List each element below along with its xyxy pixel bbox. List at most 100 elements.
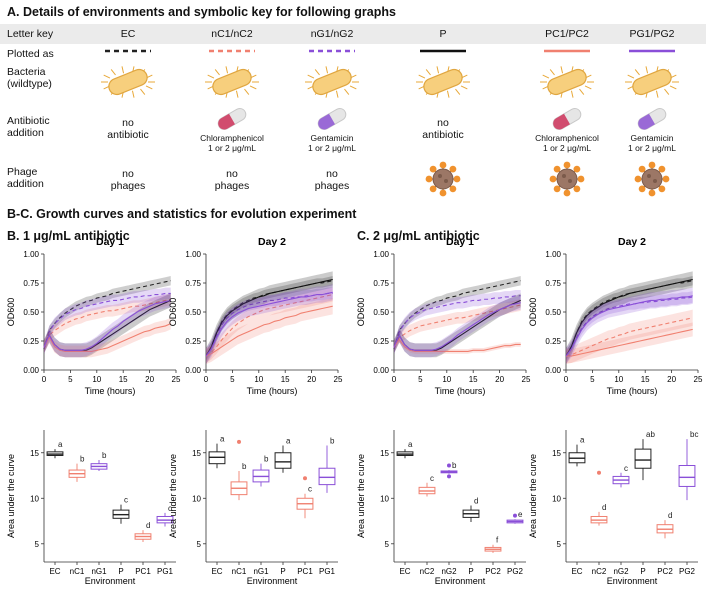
x-tick-label: 20 [145,375,154,384]
box-PG2 [506,519,524,524]
box-PG2 [678,465,696,487]
box-chart-B-day1: 5 10 15 EC nC1 nG1 P PC1 PG1 Environment Area unde… [6,430,176,586]
series-nG1 [205,292,333,357]
outlier-point [597,470,601,475]
pill-icon [637,108,667,130]
y-axis-label: OD600 [356,298,366,327]
y-tick-label: 0.00 [23,366,39,375]
y-tick-label: 10 [552,494,561,503]
y-tick-label: 10 [192,494,201,503]
x-tick-label: 0 [204,375,209,384]
box-P [634,448,652,469]
box-PC1 [296,497,314,510]
x-tick-label: EC [211,567,222,576]
row-label-letter: Letter key [7,28,54,40]
x-tick-label: P [640,567,645,576]
x-tick-label: nG1 [91,567,107,576]
x-tick-label: PC2 [657,567,673,576]
panel-b-title: B. 1 μg/mL antibiotic [7,229,130,243]
series-nC1 [205,294,333,357]
y-tick-label: 0.25 [185,337,201,346]
x-tick-label: 5 [230,375,235,384]
y-tick-label: 0.75 [23,279,39,288]
outlier-point [303,476,307,481]
x-tick-label: 15 [281,375,290,384]
phage-label-2: no phages [314,168,350,192]
line-chart-C-day1: Day 10.000.250.500.751.000 5 10 15 20 25Time … [356,236,531,396]
y-tick-label: 0.50 [545,308,561,317]
x-axis-label: Environment [85,576,136,586]
y-tick-label: 15 [380,449,389,458]
y-tick-label: 0.75 [185,279,201,288]
y-tick-label: 1.00 [545,250,561,259]
box-EC [208,451,226,465]
panel-c-title: C. 2 μg/mL antibiotic [357,229,480,243]
pill-icon [317,108,347,130]
box-PG1 [156,515,174,524]
box-P [274,452,292,469]
phage-icon [425,161,461,197]
outlier-point [447,463,451,468]
x-tick-label: P [118,567,123,576]
significance-letter: c [124,496,128,505]
series-EC [565,280,693,357]
x-tick-label: 25 [522,375,531,384]
x-tick-label: PC1 [297,567,313,576]
y-tick-label: 5 [557,540,562,549]
significance-letter: a [286,436,291,445]
significance-letter: a [58,440,63,449]
phage-label-0: no phages [110,168,146,192]
y-tick-label: 5 [35,540,40,549]
phage-label-1: no phages [214,168,250,192]
antibiotic-label-3: no antibiotic [422,117,464,141]
series-nC2 [565,317,693,357]
box-nC1 [230,481,248,496]
bacteria-icon [416,66,470,98]
ribbon-PC2 [394,337,521,354]
bacteria-icon [540,66,594,98]
ribbon-PC2 [566,322,693,364]
ribbon-PC1 [44,317,171,358]
y-axis-label: OD600 [168,298,178,327]
y-tick-label: 0.75 [373,279,389,288]
section-a-title: A. Details of environments and symbolic … [7,5,396,19]
y-tick-label: 1.00 [185,250,201,259]
x-tick-label: PG2 [679,567,696,576]
letter-key-5: PG1/PG2 [629,28,675,40]
row-label-antibiotic: Antibiotic addition [7,115,50,139]
ribbon-PC1 [206,298,333,365]
significance-letter: d [474,497,478,506]
x-axis-label: Environment [247,576,298,586]
x-tick-label: 0 [42,375,47,384]
pill-icon [217,108,247,130]
line-chart-B-day1: Day 10.000.250.500.751.000 5 10 15 20 25Time … [6,236,181,396]
series-nG1 [43,292,171,349]
box-PC2 [656,524,674,534]
letter-key-4: PC1/PC2 [545,28,589,40]
series-PC1 [205,305,333,357]
significance-letter: a [580,436,585,445]
ribbon-P [206,271,333,365]
x-tick-label: 5 [68,375,73,384]
box-chart-B-day2: 5 10 15 EC nC1 nG1 P PC1 PG1 Environment Area unde… [168,430,338,586]
x-tick-label: nG2 [613,567,629,576]
series-PC1 [43,323,171,352]
significance-letter: c [308,485,312,494]
y-tick-label: 15 [552,449,561,458]
x-tick-label: 5 [590,375,595,384]
box-EC [396,451,414,456]
y-tick-label: 0.25 [373,337,389,346]
y-axis-label: Area under the curve [168,454,178,538]
significance-letter: b [102,451,107,460]
chart-title: Day 2 [618,236,646,248]
significance-letter: bc [690,430,698,439]
plotted-line-3 [420,49,466,53]
series-nG2 [393,295,521,349]
plotted-line-4 [544,49,590,53]
x-tick-label: PG1 [157,567,174,576]
row-label-bacteria: Bacteria (wildtype) [7,66,52,90]
box-nG2 [612,475,630,485]
line-chart-B-day2: Day 2 0.00 0.25 0.50 0.75 1.00 0 5 10 15 20 25 Time … [168,236,343,396]
x-tick-label: PC1 [135,567,151,576]
box-PG1 [318,467,336,486]
